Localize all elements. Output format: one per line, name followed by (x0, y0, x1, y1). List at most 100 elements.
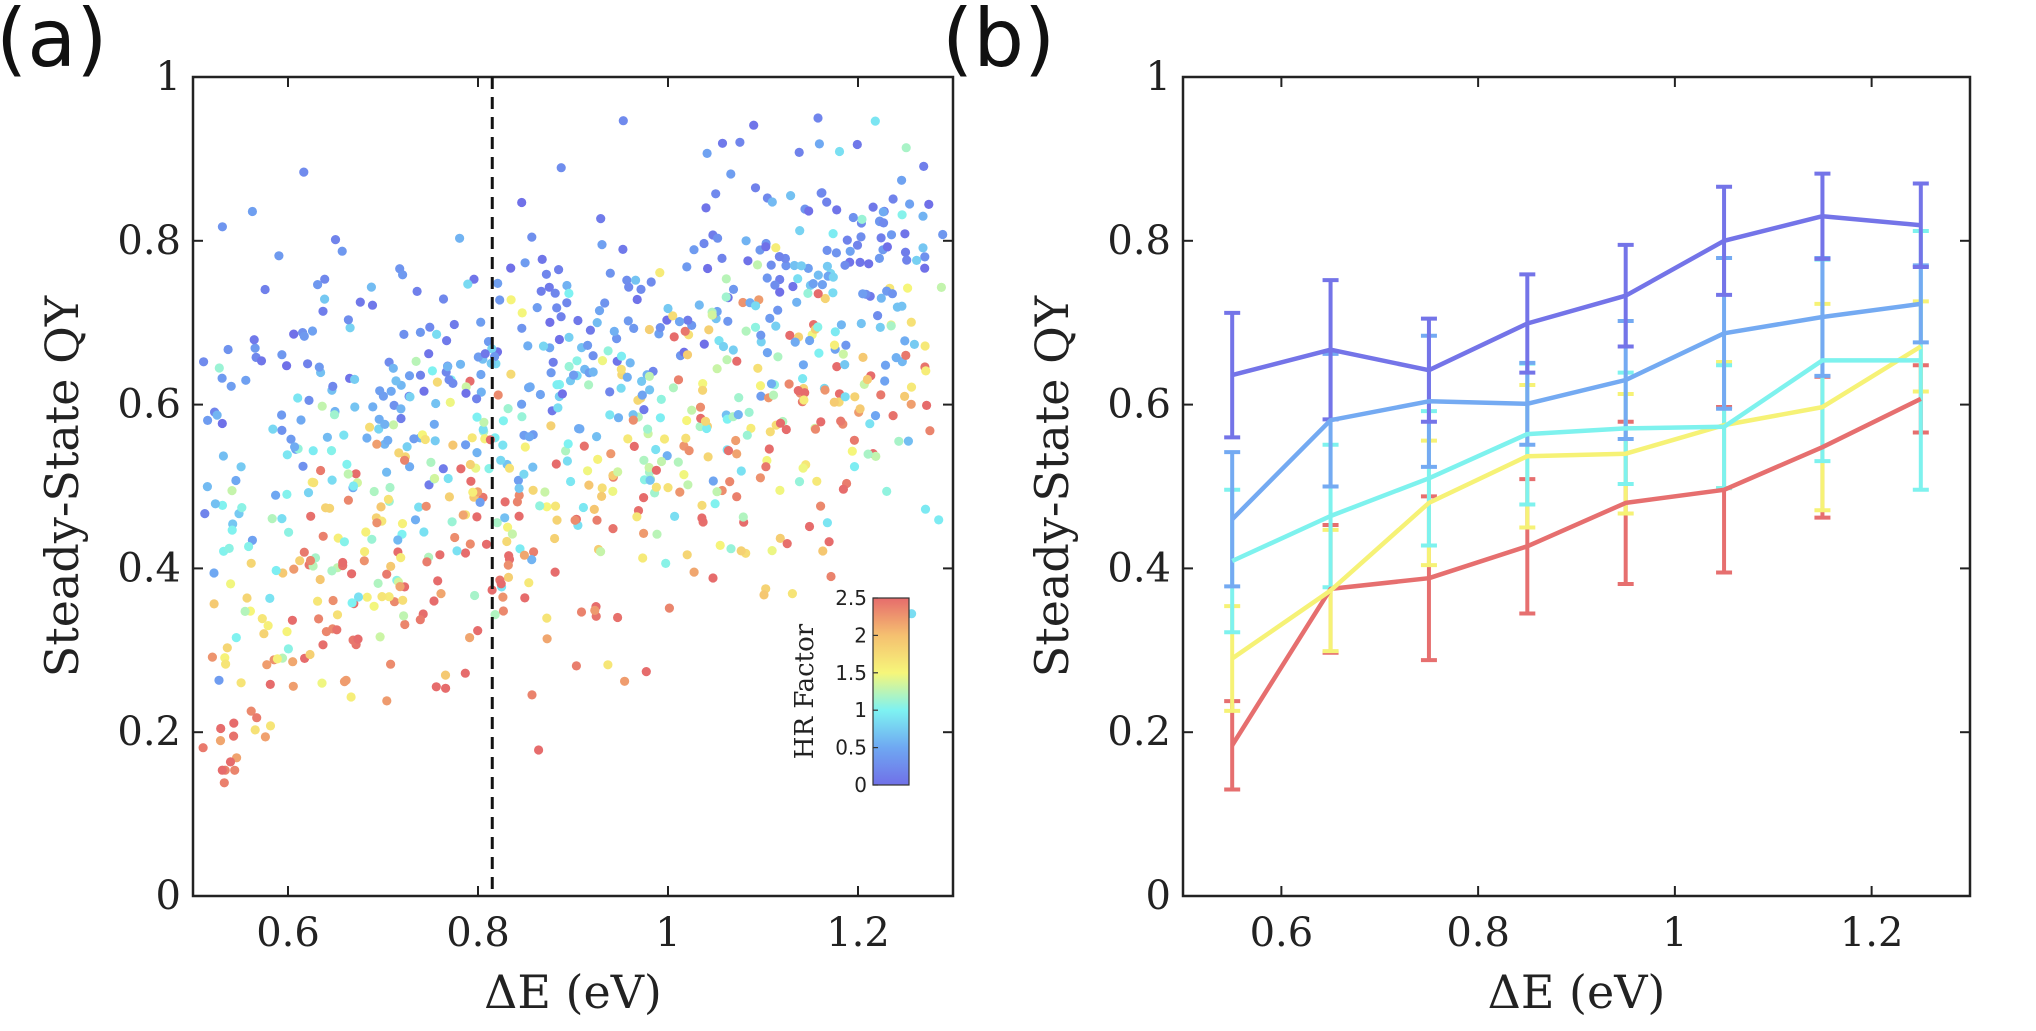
scatter-point (538, 341, 549, 351)
scatter-point (813, 270, 823, 280)
scatter-point (528, 462, 538, 472)
scatter-point (318, 531, 328, 541)
scatter-point (476, 387, 486, 397)
scatter-point (203, 415, 213, 425)
scatter-point (506, 295, 516, 305)
scatter-point (661, 558, 671, 569)
scatter-point (373, 578, 383, 589)
scatter-point (832, 362, 842, 372)
scatter-point (620, 676, 630, 686)
scatter-point (399, 611, 409, 621)
scatter-point (470, 590, 480, 601)
scatter-point (218, 451, 228, 461)
scatter-point (244, 541, 254, 552)
scatter-point (849, 435, 860, 445)
scatter-point (639, 455, 649, 465)
scatter-point (554, 334, 565, 345)
scatter-point (566, 476, 576, 487)
scatter-point (383, 494, 393, 504)
scatter-point (662, 451, 672, 461)
scatter-point (519, 469, 529, 479)
scatter-point (708, 573, 718, 583)
scatter-point (572, 356, 582, 366)
scatter-point (430, 436, 440, 446)
scatter-point (681, 433, 691, 443)
scatter-point (393, 535, 403, 545)
scatter-point (347, 598, 357, 608)
scatter-point (308, 446, 318, 456)
x-tick-label: 1.2 (1840, 910, 1904, 956)
scatter-point (444, 492, 454, 502)
scatter-point (562, 280, 572, 291)
scatter-point (550, 501, 561, 511)
scatter-point (870, 411, 881, 421)
scatter-point (502, 536, 512, 547)
scatter-point (805, 335, 815, 346)
scatter-point (836, 416, 846, 426)
scatter-point (322, 432, 332, 442)
scatter-point (382, 696, 392, 706)
colorbar-tick-label: 2.5 (835, 586, 867, 610)
scatter-point (798, 374, 808, 384)
scatter-point (313, 280, 323, 290)
scatter-point (597, 240, 607, 250)
scatter-point (377, 592, 387, 602)
scatter-point (741, 326, 751, 336)
scatter-point (480, 349, 490, 359)
scatter-point (651, 465, 662, 475)
scatter-point (395, 582, 405, 592)
scatter-point (299, 167, 309, 177)
scatter-point (343, 495, 353, 505)
scatter-point (458, 510, 468, 520)
scatter-point (450, 532, 460, 543)
scatter-point (909, 339, 920, 349)
scatter-point (755, 473, 766, 483)
scatter-point (900, 391, 910, 401)
scatter-point (813, 113, 823, 123)
scatter-point (288, 657, 298, 667)
scatter-point (299, 331, 309, 341)
scatter-point (339, 677, 350, 687)
scatter-point (537, 254, 547, 264)
scatter-point (793, 386, 803, 396)
scatter-point (515, 544, 525, 554)
scatter-point (355, 297, 365, 307)
scatter-point (382, 569, 392, 579)
scatter-point (260, 732, 270, 742)
scatter-point (756, 337, 766, 347)
scatter-point (440, 670, 451, 680)
scatter-point (921, 366, 931, 376)
scatter-point (830, 327, 840, 337)
scatter-point (864, 259, 874, 269)
scatter-point (876, 233, 886, 243)
scatter-point (871, 451, 881, 461)
scatter-point (498, 416, 508, 426)
x-tick-label: 1 (655, 910, 680, 956)
scatter-point (548, 357, 558, 367)
scatter-point (452, 546, 462, 556)
scatter-point (391, 376, 401, 386)
scatter-point (330, 235, 341, 245)
scatter-point (282, 627, 292, 637)
scatter-point (663, 303, 673, 314)
scatter-point (751, 301, 761, 311)
scatter-point (652, 529, 662, 539)
scatter-point (707, 310, 717, 320)
scatter-point (775, 287, 785, 297)
scatter-point (498, 440, 508, 450)
scatter-point (343, 315, 353, 325)
scatter-point (792, 297, 802, 307)
scatter-point (542, 502, 552, 512)
scatter-point (532, 303, 542, 313)
scatter-point (655, 413, 666, 423)
scatter-point (788, 281, 798, 292)
scatter-point (303, 359, 313, 369)
scatter-point (796, 261, 807, 271)
scatter-point (781, 261, 791, 271)
panel-b-label: (b) (942, 0, 1055, 85)
scatter-point (304, 395, 314, 405)
scatter-point (593, 454, 603, 464)
scatter-point (229, 731, 239, 741)
scatter-point (441, 683, 451, 693)
scatter-point (541, 269, 552, 279)
